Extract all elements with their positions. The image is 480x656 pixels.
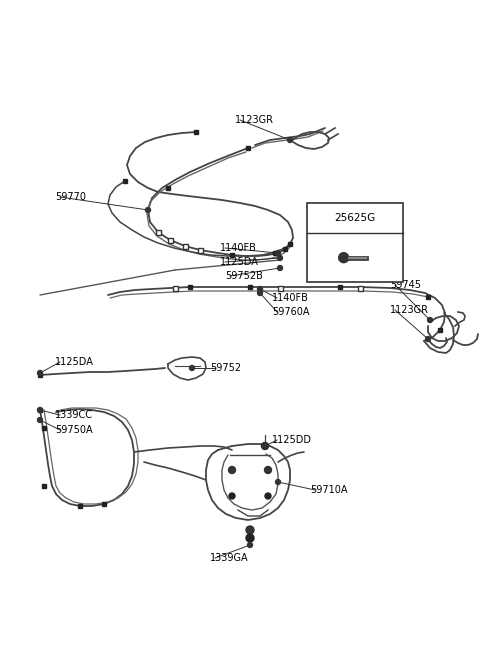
Text: 1125DA: 1125DA xyxy=(220,257,259,267)
Circle shape xyxy=(277,255,283,260)
Text: 1125DD: 1125DD xyxy=(272,435,312,445)
Bar xyxy=(182,243,188,249)
Circle shape xyxy=(276,480,280,485)
Circle shape xyxy=(265,493,271,499)
Text: 59710A: 59710A xyxy=(310,485,348,495)
Bar xyxy=(42,426,46,430)
Bar xyxy=(288,242,292,246)
Text: 25625G: 25625G xyxy=(335,213,376,223)
Bar xyxy=(188,285,192,289)
Circle shape xyxy=(229,493,235,499)
Circle shape xyxy=(37,407,43,413)
Bar xyxy=(194,130,198,134)
Text: 1125DA: 1125DA xyxy=(55,357,94,367)
Bar xyxy=(42,483,46,488)
Circle shape xyxy=(257,287,263,291)
Text: 59750A: 59750A xyxy=(55,425,93,435)
Text: 59745: 59745 xyxy=(390,280,421,290)
Circle shape xyxy=(248,543,252,548)
Text: 1123GR: 1123GR xyxy=(235,115,274,125)
Bar xyxy=(166,186,170,190)
Circle shape xyxy=(339,253,348,262)
Bar xyxy=(102,502,106,506)
Bar xyxy=(426,295,430,299)
Bar xyxy=(277,285,283,291)
Text: 59752B: 59752B xyxy=(225,271,263,281)
Text: 59770: 59770 xyxy=(55,192,86,202)
Text: 1123GR: 1123GR xyxy=(390,305,429,315)
Bar xyxy=(123,178,127,183)
Bar xyxy=(273,251,277,255)
Bar xyxy=(197,247,203,253)
Circle shape xyxy=(428,318,432,323)
Text: 59760A: 59760A xyxy=(272,307,310,317)
Circle shape xyxy=(425,337,431,342)
Circle shape xyxy=(145,207,151,213)
Bar xyxy=(230,253,234,257)
Bar xyxy=(246,146,250,150)
Circle shape xyxy=(263,443,267,449)
Text: 1339GA: 1339GA xyxy=(210,553,249,563)
Circle shape xyxy=(37,371,43,375)
Bar xyxy=(248,285,252,289)
Text: 1140FB: 1140FB xyxy=(220,243,257,253)
Bar xyxy=(358,285,362,291)
Circle shape xyxy=(276,251,280,255)
Circle shape xyxy=(264,466,272,474)
Circle shape xyxy=(257,291,263,295)
Text: 1140FB: 1140FB xyxy=(272,293,309,303)
Bar xyxy=(38,408,42,412)
Bar xyxy=(168,237,172,243)
Circle shape xyxy=(288,138,292,142)
Bar xyxy=(307,203,403,282)
Circle shape xyxy=(277,266,283,270)
Bar xyxy=(438,328,442,332)
Circle shape xyxy=(190,365,194,371)
Circle shape xyxy=(246,534,254,542)
Bar xyxy=(283,247,287,251)
Bar xyxy=(338,285,342,289)
Bar xyxy=(172,285,178,291)
Bar xyxy=(156,230,160,234)
Bar xyxy=(78,504,82,508)
Circle shape xyxy=(37,417,43,422)
Text: 1339CC: 1339CC xyxy=(55,410,93,420)
Circle shape xyxy=(262,443,268,449)
Circle shape xyxy=(228,466,236,474)
Text: 59752: 59752 xyxy=(210,363,241,373)
Bar xyxy=(38,373,42,377)
Circle shape xyxy=(246,526,254,534)
